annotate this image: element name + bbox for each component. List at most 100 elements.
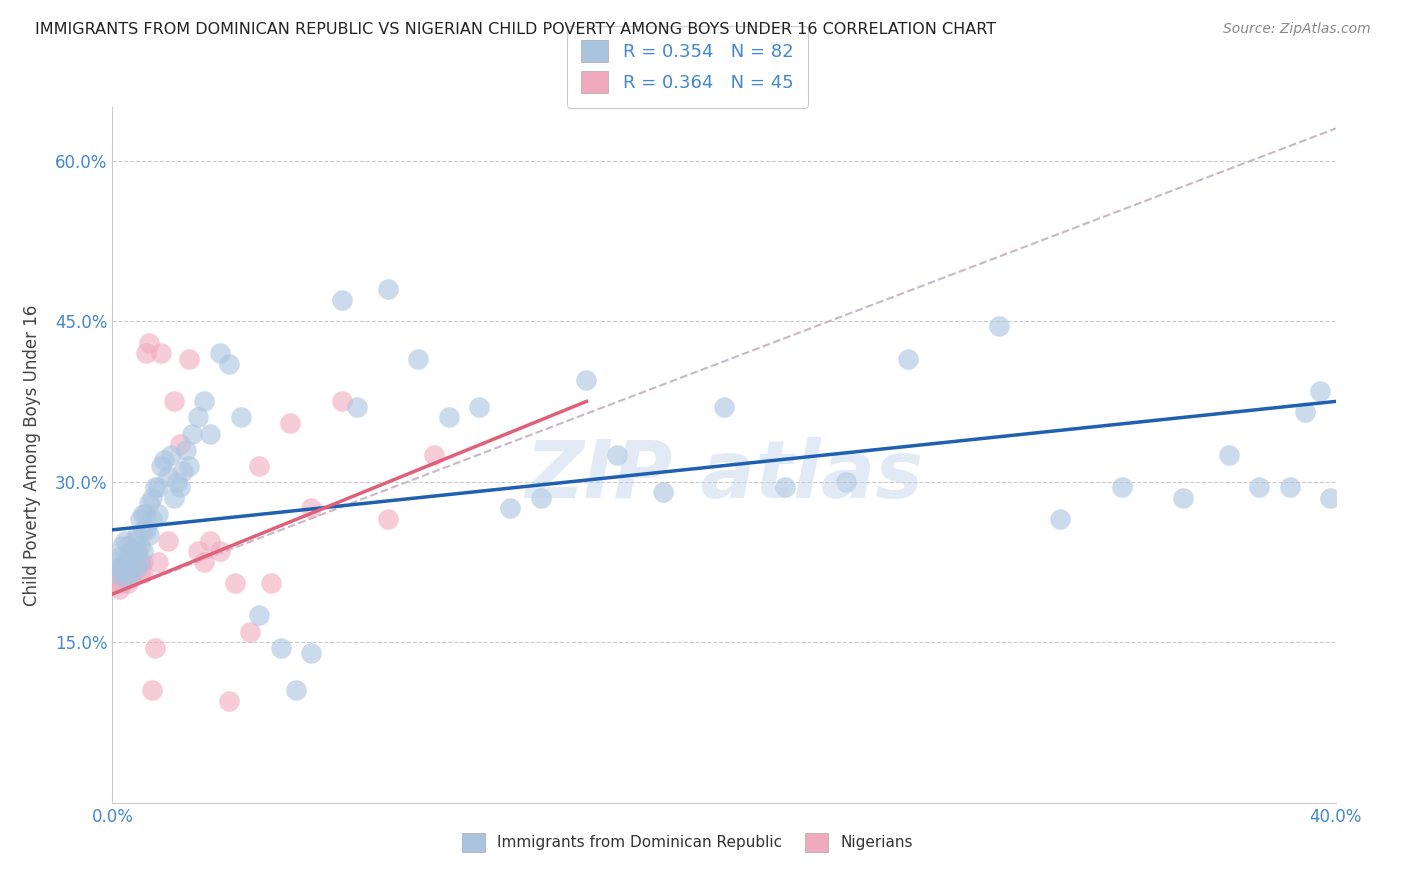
Point [107,582,129,596]
Point [218,694,240,708]
Point [187,410,209,425]
Point [129,555,152,569]
Point [114,571,136,585]
Point [208,346,231,360]
Point [988,319,1011,334]
Point [120,566,142,580]
Point [117,576,139,591]
Point [117,555,139,569]
Point [159,448,181,462]
Point [239,624,262,639]
Point [111,566,134,580]
Point [299,646,322,660]
Point [200,426,222,441]
Point [1294,405,1316,419]
Point [117,566,139,580]
Point [499,501,522,516]
Point [122,533,145,548]
Point [208,544,231,558]
Point [129,555,152,569]
Point [132,566,155,580]
Point [111,576,134,591]
Point [163,491,186,505]
Point [135,523,157,537]
Point [330,394,353,409]
Point [1278,480,1301,494]
Point [138,528,160,542]
Point [278,416,301,430]
Point [897,351,920,366]
Point [120,544,142,558]
Point [330,293,353,307]
Point [150,346,173,360]
Point [148,480,170,494]
Point [107,560,129,574]
Point [193,394,215,409]
Point [122,544,145,558]
Point [138,496,160,510]
Point [143,640,166,655]
Text: IMMIGRANTS FROM DOMINICAN REPUBLIC VS NIGERIAN CHILD POVERTY AMONG BOYS UNDER 16: IMMIGRANTS FROM DOMINICAN REPUBLIC VS NI… [35,22,997,37]
Point [129,512,152,526]
Point [153,453,176,467]
Point [117,555,139,569]
Point [408,351,430,366]
Point [1218,448,1240,462]
Point [117,566,139,580]
Point [193,555,215,569]
Point [200,533,222,548]
Point [117,539,139,553]
Point [172,464,194,478]
Point [437,410,460,425]
Point [143,480,166,494]
Point [122,555,145,569]
Point [1309,384,1331,398]
Point [284,683,308,698]
Point [107,566,129,580]
Point [114,566,136,580]
Point [169,480,191,494]
Point [1319,491,1341,505]
Point [120,555,142,569]
Point [141,512,163,526]
Point [148,555,170,569]
Point [132,507,155,521]
Point [141,491,163,505]
Point [148,507,170,521]
Point [135,346,157,360]
Point [125,544,148,558]
Point [132,544,155,558]
Point [270,640,292,655]
Point [107,549,129,564]
Point [125,544,148,558]
Point [247,458,270,473]
Point [1171,491,1194,505]
Point [122,560,145,574]
Point [1049,512,1071,526]
Text: Source: ZipAtlas.com: Source: ZipAtlas.com [1223,22,1371,37]
Point [111,539,134,553]
Point [125,560,148,574]
Point [135,507,157,521]
Point [150,458,173,473]
Point [125,560,148,574]
Point [1249,480,1271,494]
Point [606,448,628,462]
Point [166,475,188,489]
Point [122,544,145,558]
Point [187,544,209,558]
Point [575,373,598,387]
Point [377,282,399,296]
Point [1111,480,1133,494]
Point [156,533,179,548]
Point [129,566,152,580]
Point [132,555,155,569]
Point [132,523,155,537]
Point [174,442,197,457]
Point [652,485,675,500]
Point [224,576,246,591]
Point [177,351,200,366]
Point [104,566,127,580]
Point [422,448,444,462]
Point [377,512,399,526]
